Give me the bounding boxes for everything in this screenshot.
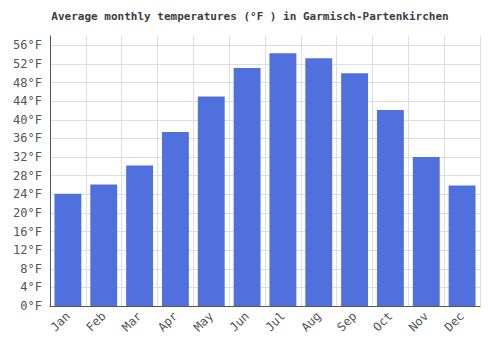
svg-text:16°F: 16°F bbox=[13, 225, 42, 239]
svg-text:20°F: 20°F bbox=[13, 206, 42, 220]
svg-text:May: May bbox=[191, 309, 216, 334]
svg-text:Jan: Jan bbox=[48, 309, 73, 334]
svg-text:40°F: 40°F bbox=[13, 113, 42, 127]
svg-text:Average monthly temperatures (: Average monthly temperatures (°F ) in Ga… bbox=[51, 10, 448, 23]
svg-text:Mar: Mar bbox=[119, 309, 144, 334]
svg-text:36°F: 36°F bbox=[13, 131, 42, 145]
svg-text:52°F: 52°F bbox=[13, 57, 42, 71]
svg-text:Feb: Feb bbox=[83, 309, 108, 334]
svg-text:Nov: Nov bbox=[406, 309, 431, 334]
svg-text:0°F: 0°F bbox=[20, 299, 42, 313]
svg-text:44°F: 44°F bbox=[13, 94, 42, 108]
svg-text:Oct: Oct bbox=[370, 309, 395, 334]
svg-text:Jul: Jul bbox=[263, 309, 288, 334]
svg-text:Jun: Jun bbox=[227, 309, 252, 334]
svg-text:12°F: 12°F bbox=[13, 243, 42, 257]
svg-text:48°F: 48°F bbox=[13, 76, 42, 90]
svg-text:8°F: 8°F bbox=[20, 262, 42, 276]
svg-text:56°F: 56°F bbox=[13, 38, 42, 52]
svg-text:28°F: 28°F bbox=[13, 169, 42, 183]
svg-text:Apr: Apr bbox=[155, 309, 180, 334]
svg-text:Aug: Aug bbox=[298, 309, 323, 334]
svg-text:4°F: 4°F bbox=[20, 280, 42, 294]
svg-text:24°F: 24°F bbox=[13, 187, 42, 201]
svg-text:Sep: Sep bbox=[334, 309, 359, 334]
svg-text:Dec: Dec bbox=[442, 309, 467, 334]
svg-text:32°F: 32°F bbox=[13, 150, 42, 164]
